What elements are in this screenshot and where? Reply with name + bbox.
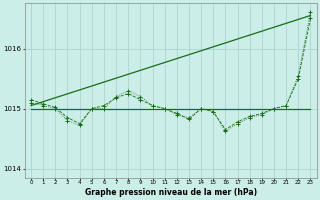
X-axis label: Graphe pression niveau de la mer (hPa): Graphe pression niveau de la mer (hPa) [85,188,257,197]
